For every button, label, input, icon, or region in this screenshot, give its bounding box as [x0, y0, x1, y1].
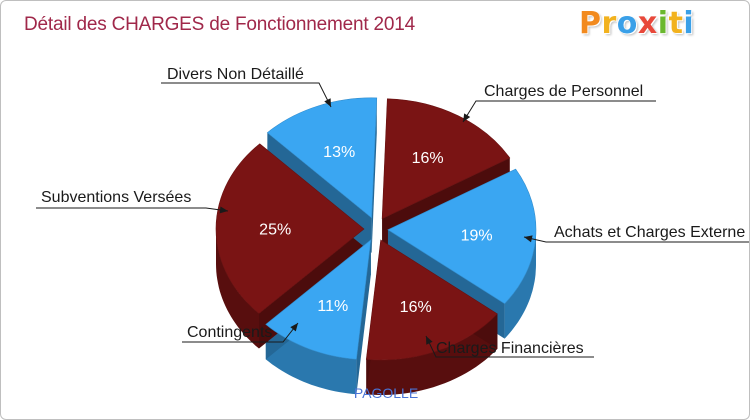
pie-slice	[387, 168, 537, 305]
logo-letter: x	[637, 6, 658, 41]
slice-category-label: Charges de Personnel	[484, 83, 643, 100]
callout-arrow	[463, 113, 471, 122]
callout-line	[182, 322, 299, 343]
pie-slice-side	[366, 313, 498, 395]
callout-arrow	[290, 323, 298, 332]
slice-category-label: Achats et Charges Externe	[554, 224, 745, 241]
slice-percent-label: 19%	[461, 228, 493, 245]
pie-slice	[215, 143, 365, 314]
pie-slice-side	[216, 229, 259, 349]
slice-category-label: Contingents	[187, 324, 272, 341]
slice-category-label: Subventions Versées	[41, 189, 191, 206]
slice-percent-label: 16%	[400, 299, 432, 316]
slice-category-label: Charges Financières	[436, 340, 584, 357]
logo-letter: P	[579, 6, 602, 41]
pie-slice	[381, 98, 511, 220]
pie-slice-wall	[371, 97, 377, 253]
commune-name: PAGOLLE	[353, 385, 419, 401]
pie-slice-wall	[356, 239, 371, 395]
callout-line	[36, 207, 229, 212]
logo-letter: i	[683, 6, 695, 41]
slice-category-label: Divers Non Détaillé	[167, 66, 304, 83]
callout-line	[161, 82, 332, 108]
slice-percent-label: 11%	[317, 298, 348, 315]
pie-slice	[266, 97, 378, 219]
callout-arrow	[426, 336, 433, 345]
logo-letter: i	[657, 6, 669, 41]
callout-line	[462, 100, 656, 123]
slice-percent-label: 25%	[259, 222, 291, 239]
pie-slice	[365, 239, 498, 361]
logo-letter: o	[616, 6, 638, 41]
logo-letter: t	[668, 6, 684, 41]
logo-letter: r	[601, 6, 617, 41]
callout-arrow	[324, 98, 331, 107]
proxiti-logo: Proxiti	[579, 6, 694, 41]
callout-arrow	[219, 206, 228, 214]
slice-percent-label: 16%	[412, 150, 444, 167]
chart-title: Détail des CHARGES de Fonctionnement 201…	[24, 14, 416, 35]
callout-arrow	[524, 235, 533, 243]
slice-percent-label: 13%	[323, 144, 355, 161]
pie-slice-side	[265, 324, 357, 395]
pie-slice	[265, 239, 372, 360]
